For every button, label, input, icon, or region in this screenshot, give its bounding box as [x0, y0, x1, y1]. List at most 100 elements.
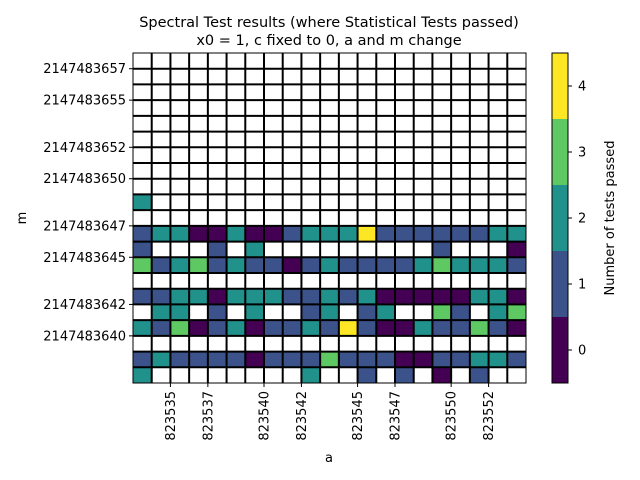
heatmap-cell [451, 320, 470, 336]
heatmap-cell [488, 115, 508, 132]
heatmap-cell [207, 53, 227, 69]
heatmap-cell [413, 288, 433, 305]
heatmap-cell [469, 335, 489, 352]
heatmap-cell [488, 178, 508, 195]
heatmap-cell [376, 225, 395, 242]
heatmap-cell [245, 335, 264, 352]
heatmap-cell [376, 163, 395, 179]
heatmap-cell [207, 367, 227, 383]
heatmap-cell [395, 210, 414, 226]
colorbar-tick-label: 3 [578, 146, 586, 161]
heatmap-cell [357, 53, 377, 69]
heatmap-cell [451, 241, 470, 258]
heatmap-cell [488, 147, 508, 163]
heatmap-cell [226, 84, 246, 101]
heatmap-cell [357, 304, 377, 321]
heatmap-cell [432, 115, 452, 132]
heatmap-cell [507, 257, 526, 273]
heatmap-cell [264, 257, 283, 273]
heatmap-cell [357, 178, 377, 195]
heatmap-cell [245, 241, 264, 258]
heatmap-cell [357, 241, 377, 258]
heatmap-cell [226, 320, 246, 336]
heatmap-cell [469, 147, 489, 163]
heatmap-cell [413, 131, 433, 148]
heatmap-cell [151, 320, 171, 336]
heatmap-cell [151, 100, 171, 116]
heatmap-cell [226, 304, 246, 321]
heatmap-cell [488, 273, 508, 289]
heatmap-cell [469, 241, 489, 258]
colorbar-tick-label: 2 [578, 212, 586, 227]
heatmap-cell [376, 241, 395, 258]
heatmap-cell [338, 335, 358, 352]
heatmap-cell [264, 53, 283, 69]
heatmap-cell [469, 210, 489, 226]
heatmap-cell [451, 210, 470, 226]
heatmap-cell [469, 367, 489, 383]
heatmap-cell [245, 194, 264, 211]
heatmap-cell [133, 367, 152, 383]
heatmap-cell [469, 351, 489, 368]
heatmap-cell [207, 147, 227, 163]
heatmap-cell [413, 147, 433, 163]
heatmap-cell [226, 53, 246, 69]
heatmap-cell [338, 68, 358, 85]
heatmap-cell [320, 163, 339, 179]
heatmap-cell [170, 194, 190, 211]
heatmap-cells [133, 53, 526, 383]
heatmap-cell [282, 351, 302, 368]
heatmap-cell [488, 84, 508, 101]
heatmap-cell [395, 84, 414, 101]
heatmap-cell [395, 367, 414, 383]
heatmap-cell [264, 100, 283, 116]
heatmap-cell [451, 351, 470, 368]
heatmap-cell [245, 131, 264, 148]
heatmap-cell [226, 210, 246, 226]
heatmap-cell [320, 304, 339, 321]
heatmap-cell [338, 84, 358, 101]
heatmap-cell [189, 273, 208, 289]
heatmap-cell [320, 225, 339, 242]
colorbar-tick-label: 1 [578, 278, 586, 293]
heatmap-cell [488, 194, 508, 211]
heatmap-cell [357, 367, 377, 383]
heatmap-cell [207, 178, 227, 195]
heatmap-cell [376, 210, 395, 226]
heatmap-cell [282, 178, 302, 195]
heatmap-cell [301, 273, 321, 289]
heatmap-cell [226, 194, 246, 211]
heatmap-cell [264, 367, 283, 383]
heatmap-cell [507, 335, 526, 352]
heatmap-cell [245, 115, 264, 132]
y-tick-label: 2147483652 [43, 141, 126, 156]
heatmap-cell [338, 273, 358, 289]
heatmap-cell [432, 194, 452, 211]
heatmap-cell [507, 100, 526, 116]
heatmap-cell [357, 100, 377, 116]
heatmap-cell [376, 273, 395, 289]
heatmap-cell [357, 147, 377, 163]
heatmap-cell [301, 115, 321, 132]
heatmap-cell [488, 100, 508, 116]
heatmap-cell [432, 131, 452, 148]
heatmap-cell [432, 273, 452, 289]
heatmap-cell [282, 288, 302, 305]
heatmap-cell [413, 53, 433, 69]
heatmap-cell [170, 68, 190, 85]
heatmap-cell [413, 335, 433, 352]
heatmap-cell [264, 194, 283, 211]
heatmap-cell [395, 68, 414, 85]
heatmap-cell [357, 225, 377, 242]
heatmap-cell [245, 84, 264, 101]
heatmap-cell [357, 257, 377, 273]
heatmap-cell [301, 225, 321, 242]
heatmap-cell [413, 210, 433, 226]
heatmap-cell [264, 304, 283, 321]
heatmap-cell [413, 257, 433, 273]
heatmap-cell [357, 131, 377, 148]
heatmap-cell [432, 257, 452, 273]
x-axis-ticks: 823535 823537 823540 823542 823545 823547 8235… [164, 383, 497, 441]
heatmap-cell [264, 273, 283, 289]
heatmap-cell [245, 210, 264, 226]
